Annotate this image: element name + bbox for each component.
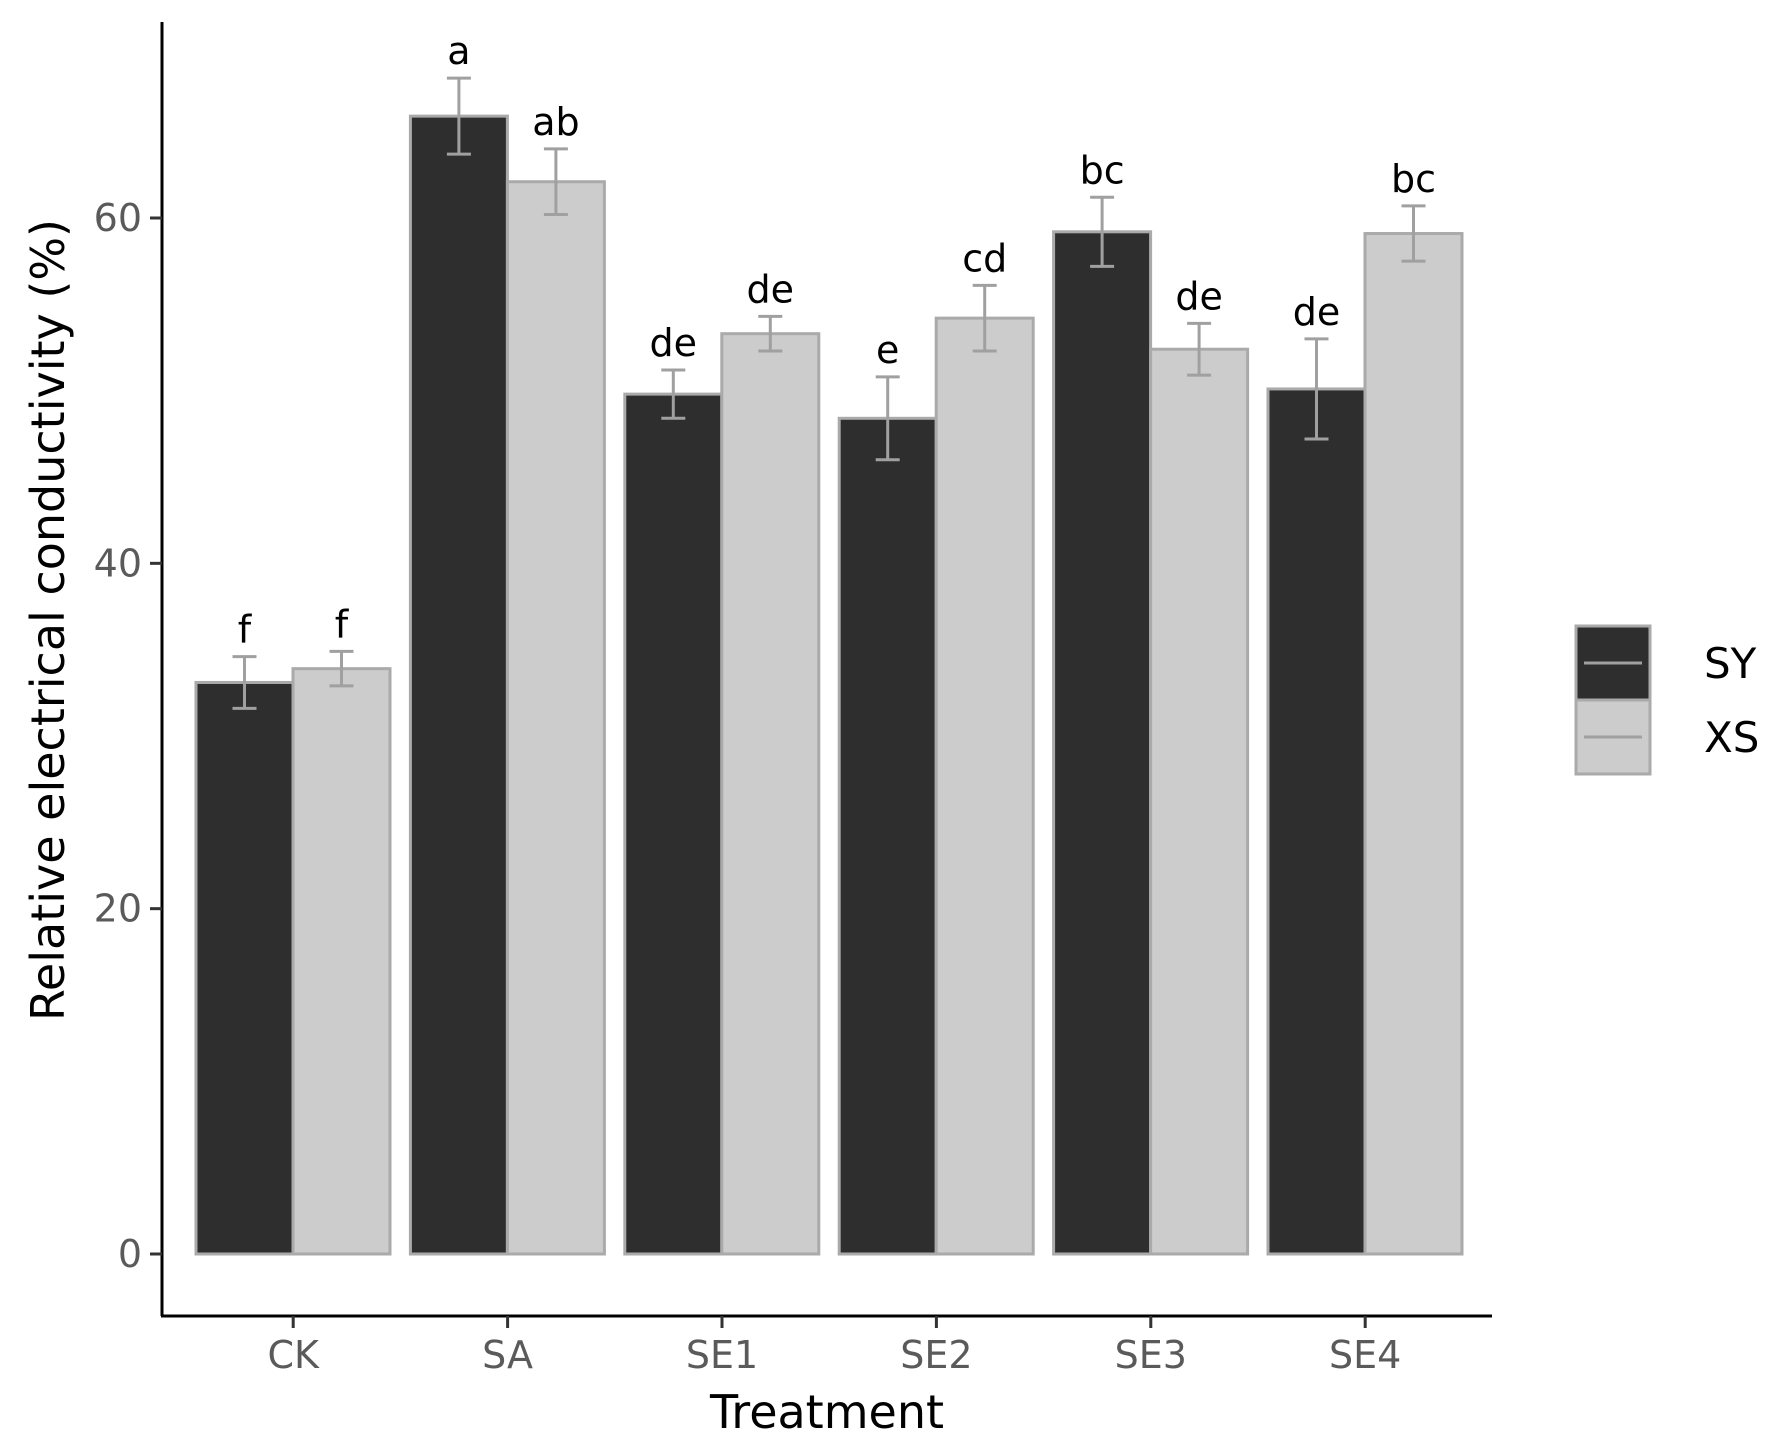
y-tick-label: 20 xyxy=(94,887,142,931)
significance-label: bc xyxy=(1391,157,1436,201)
significance-label: bc xyxy=(1080,148,1125,192)
significance-label: a xyxy=(447,29,470,73)
x-tick-label: SE3 xyxy=(1115,1333,1187,1377)
significance-label: de xyxy=(1175,274,1223,318)
x-tick-label: SE4 xyxy=(1329,1333,1401,1377)
bar-XS-SA xyxy=(505,180,606,1256)
x-ticks-layer: CK SA SE1 SE2 SE3 SE4 xyxy=(267,1316,1401,1377)
y-tick-label: 40 xyxy=(94,541,142,585)
y-axis-title: Relative electrical conductivity (%) xyxy=(21,219,75,1021)
significance-label: de xyxy=(1293,290,1341,334)
bar-XS-SE2 xyxy=(934,316,1035,1256)
legend-label-XS: XS xyxy=(1704,713,1759,762)
x-tick-label: SE2 xyxy=(900,1333,972,1377)
bar-SY-CK xyxy=(194,680,295,1256)
bar-XS-SE1 xyxy=(720,332,821,1256)
axes-layer xyxy=(160,22,1492,1318)
bars-layer xyxy=(194,114,1464,1256)
significance-label: e xyxy=(876,328,899,372)
bar-SY-SE3 xyxy=(1052,230,1153,1256)
x-axis-title: Treatment xyxy=(709,1385,944,1439)
significance-label: f xyxy=(335,602,350,646)
error-bars-layer xyxy=(232,76,1426,710)
bar-XS-SE4 xyxy=(1363,232,1464,1256)
significance-label: de xyxy=(650,321,698,365)
significance-label: ab xyxy=(532,100,579,144)
significance-labels-layer: f f a ab de de e cd bc de de bc xyxy=(238,29,1436,651)
bar-SY-SE2 xyxy=(837,416,938,1256)
y-tick-label: 0 xyxy=(118,1232,142,1276)
bar-SY-SE4 xyxy=(1266,387,1367,1256)
significance-label: f xyxy=(238,608,253,652)
x-tick-label: CK xyxy=(267,1333,320,1377)
bar-SY-SE1 xyxy=(623,392,724,1256)
legend-label-SY: SY xyxy=(1704,639,1757,688)
bar-XS-SE3 xyxy=(1149,347,1250,1256)
bar-SY-SA xyxy=(408,114,509,1256)
legend: SY XS xyxy=(1574,624,1759,776)
y-tick-label: 60 xyxy=(94,196,142,240)
x-tick-label: SE1 xyxy=(686,1333,758,1377)
y-ticks-layer: 0 20 40 60 xyxy=(94,196,162,1276)
x-tick-label: SA xyxy=(482,1333,533,1377)
significance-label: de xyxy=(747,267,795,311)
bar-XS-CK xyxy=(291,667,392,1256)
significance-label: cd xyxy=(962,236,1007,280)
